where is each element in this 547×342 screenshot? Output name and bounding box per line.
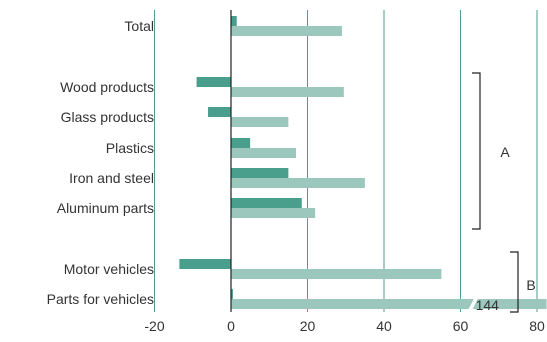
bar-series-2: [231, 178, 365, 188]
category-label: Motor vehicles: [64, 261, 154, 277]
bar-series-1: [231, 16, 237, 26]
bar-series-1: [231, 289, 233, 299]
x-tick-label: 0: [227, 318, 235, 334]
category-label: Plastics: [106, 140, 154, 156]
x-tick-label: 20: [300, 318, 316, 334]
bar-series-1: [196, 77, 231, 87]
bar-break-mark: [468, 298, 479, 310]
x-tick-label: -20: [144, 318, 164, 334]
bar-series-2: [231, 148, 297, 158]
group-label: A: [500, 144, 510, 160]
x-tick-label: 80: [529, 318, 545, 334]
bar-series-1: [208, 107, 231, 117]
category-label: Iron and steel: [69, 170, 154, 186]
bar-value-label: 144: [476, 297, 500, 313]
bar-series-1: [231, 168, 289, 178]
bar-series-1: [231, 198, 302, 208]
category-label: Wood products: [60, 79, 154, 95]
x-tick-label: 40: [376, 318, 392, 334]
category-label: Parts for vehicles: [47, 291, 154, 307]
bar-series-2: [231, 269, 442, 279]
group-bracket: [510, 251, 519, 313]
category-label: Glass products: [61, 109, 154, 125]
category-label: Total: [124, 18, 154, 34]
x-tick-label: 60: [453, 318, 469, 334]
bar-series-1: [231, 138, 251, 148]
bar-series-2: [231, 299, 547, 309]
bar-series-2: [231, 26, 342, 36]
bar-series-1: [179, 259, 231, 269]
group-label: B: [526, 277, 535, 293]
group-bracket: [472, 72, 481, 230]
bar-series-2: [231, 208, 316, 218]
bar-series-2: [231, 117, 289, 127]
category-label: Aluminum parts: [57, 200, 154, 216]
bar-series-2: [231, 87, 344, 97]
